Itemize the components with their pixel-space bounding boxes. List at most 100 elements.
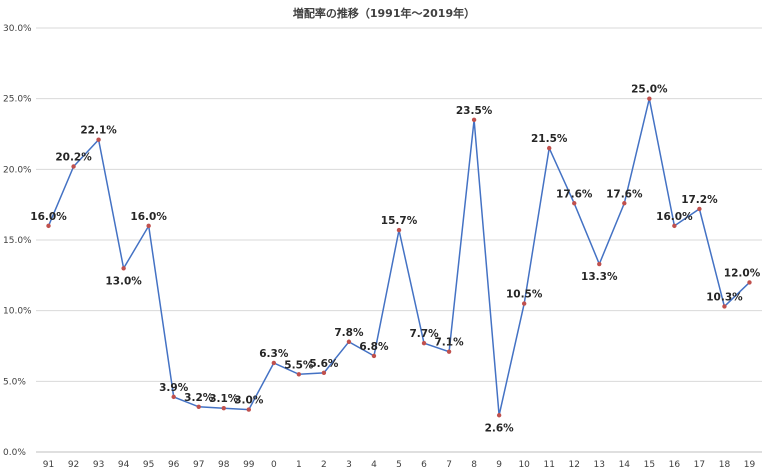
x-tick-label: 99 bbox=[243, 460, 255, 470]
data-label: 15.7% bbox=[381, 215, 418, 227]
y-tick-label: 5.0% bbox=[3, 377, 26, 387]
data-label: 16.0% bbox=[30, 211, 67, 223]
x-tick-label: 95 bbox=[143, 460, 154, 470]
data-point bbox=[371, 353, 377, 359]
gridlines bbox=[36, 27, 762, 453]
data-label: 17.6% bbox=[556, 188, 593, 200]
data-point bbox=[722, 304, 727, 309]
data-point bbox=[271, 360, 277, 366]
data-point bbox=[496, 413, 502, 418]
data-point bbox=[346, 339, 352, 344]
x-tick-label: 5 bbox=[396, 460, 402, 470]
y-tick-label: 20.0% bbox=[3, 165, 32, 175]
x-tick-label: 7 bbox=[446, 460, 452, 470]
x-tick-label: 11 bbox=[543, 460, 554, 470]
x-tick-label: 18 bbox=[719, 460, 731, 470]
data-point bbox=[96, 137, 101, 142]
data-point bbox=[547, 145, 552, 151]
x-tick-label: 15 bbox=[644, 460, 655, 470]
x-tick-label: 96 bbox=[168, 460, 180, 470]
data-label: 3.9% bbox=[159, 382, 189, 394]
data-label: 16.0% bbox=[130, 211, 167, 223]
data-label: 3.2% bbox=[184, 392, 214, 404]
data-label: 2.6% bbox=[485, 422, 515, 434]
data-point bbox=[672, 223, 677, 229]
data-point bbox=[221, 405, 226, 411]
x-tick-label: 98 bbox=[218, 460, 230, 470]
data-point bbox=[296, 372, 302, 377]
x-tick-label: 17 bbox=[694, 460, 705, 470]
data-label: 22.1% bbox=[80, 125, 117, 137]
data-point bbox=[572, 201, 577, 206]
data-point bbox=[121, 266, 126, 271]
x-tick-label: 9 bbox=[496, 460, 502, 470]
x-tick-label: 10 bbox=[518, 460, 530, 470]
x-tick-label: 91 bbox=[43, 460, 54, 470]
data-label: 5.6% bbox=[309, 358, 339, 370]
data-label: 25.0% bbox=[631, 84, 668, 96]
x-tick-label: 3 bbox=[346, 460, 352, 470]
data-label: 21.5% bbox=[531, 133, 568, 145]
data-markers bbox=[46, 96, 752, 418]
data-label: 3.0% bbox=[234, 395, 264, 407]
series-line bbox=[47, 98, 751, 416]
data-point bbox=[521, 301, 527, 306]
data-label: 10.5% bbox=[506, 289, 543, 301]
data-label: 7.1% bbox=[435, 337, 465, 349]
data-point bbox=[697, 206, 702, 212]
data-point bbox=[446, 349, 452, 354]
y-tick-label: 30.0% bbox=[3, 24, 32, 34]
y-tick-label: 10.0% bbox=[3, 307, 32, 317]
data-label: 20.2% bbox=[55, 152, 92, 164]
x-tick-label: 1 bbox=[296, 460, 302, 470]
x-tick-label: 92 bbox=[68, 460, 79, 470]
data-label: 3.1% bbox=[209, 393, 239, 405]
data-label: 17.6% bbox=[606, 188, 643, 200]
data-label: 13.0% bbox=[105, 275, 142, 287]
data-point bbox=[71, 164, 76, 169]
data-label: 6.8% bbox=[359, 341, 389, 353]
y-tick-label: 0.0% bbox=[3, 448, 26, 458]
data-point bbox=[396, 227, 402, 233]
data-label: 7.7% bbox=[409, 328, 439, 340]
data-label: 13.3% bbox=[581, 271, 618, 283]
data-point bbox=[647, 96, 652, 101]
data-label: 12.0% bbox=[724, 267, 761, 279]
x-tick-label: 19 bbox=[744, 460, 756, 470]
data-label: 17.2% bbox=[681, 194, 718, 206]
data-point bbox=[196, 404, 201, 409]
data-label: 6.3% bbox=[259, 348, 289, 360]
x-tick-label: 6 bbox=[421, 460, 427, 470]
data-label: 23.5% bbox=[456, 105, 493, 117]
y-axis: 0.0% 5.0% 10.0% 15.0% 20.0% 25.0% 30.0% bbox=[3, 24, 32, 458]
x-tick-label: 16 bbox=[669, 460, 681, 470]
data-point bbox=[321, 370, 327, 376]
chart-title: 増配率の推移（1991年〜2019年） bbox=[293, 6, 475, 20]
x-tick-label: 12 bbox=[569, 460, 580, 470]
data-point bbox=[246, 407, 251, 412]
data-label: 7.8% bbox=[334, 327, 364, 339]
data-label: 16.0% bbox=[656, 211, 693, 223]
x-tick-label: 4 bbox=[371, 460, 377, 470]
x-tick-label: 2 bbox=[321, 460, 327, 470]
data-label: 5.5% bbox=[284, 359, 314, 371]
x-tick-label: 97 bbox=[193, 460, 204, 470]
data-point bbox=[421, 340, 427, 346]
y-tick-label: 15.0% bbox=[3, 236, 32, 246]
data-point bbox=[146, 223, 151, 229]
data-point bbox=[747, 280, 752, 285]
data-point bbox=[597, 261, 602, 267]
data-point bbox=[46, 223, 51, 229]
data-labels: 16.0% 20.2% 22.1% 13.0% 16.0% 3.9%3.2%3.1%3.0… bbox=[30, 84, 760, 435]
x-tick-label: 8 bbox=[471, 460, 477, 470]
data-label: 10.3% bbox=[706, 291, 743, 303]
data-point bbox=[171, 394, 176, 400]
x-tick-label: 0 bbox=[271, 460, 277, 470]
data-point bbox=[471, 117, 477, 123]
x-tick-label: 94 bbox=[118, 460, 130, 470]
x-axis: 91 92 93 94 95 96 97 98 99 0 1 2 3 4 5 6 7 8 9 10 11 12 13 14 15… bbox=[43, 460, 756, 470]
x-tick-label: 14 bbox=[619, 460, 631, 470]
x-tick-label: 93 bbox=[93, 460, 104, 470]
y-tick-label: 25.0% bbox=[3, 95, 32, 105]
